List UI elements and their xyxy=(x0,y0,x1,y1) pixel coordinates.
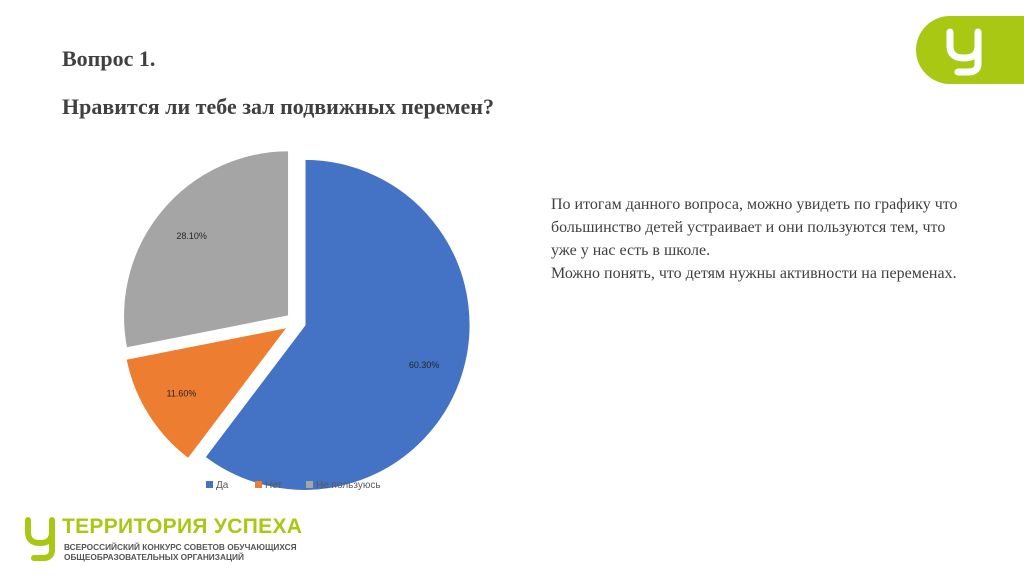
summary-text: По итогам данного вопроса, можно увидеть… xyxy=(551,193,961,285)
question-number: Вопрос 1. xyxy=(62,46,156,71)
legend-swatch-2 xyxy=(255,481,262,488)
footer-logo: ТЕРРИТОРИЯ УСПЕХА ВСЕРОССИЙСКИЙ КОНКУРС … xyxy=(22,515,332,564)
brand-logo-tab xyxy=(916,16,1024,84)
footer-title: ТЕРРИТОРИЯ УСПЕХА xyxy=(62,515,303,538)
data-label-2: 11.60% xyxy=(166,389,196,399)
data-label-3: 28.10% xyxy=(176,231,207,241)
footer-u-logo-icon xyxy=(25,517,55,561)
data-label-1: 60.30% xyxy=(409,360,440,370)
pie-slice-2 xyxy=(124,325,291,461)
legend-swatch-3 xyxy=(306,481,313,488)
summary-paragraph-1: По итогам данного вопроса, можно увидеть… xyxy=(551,196,958,259)
pie-slice-1 xyxy=(203,157,472,492)
legend-label-1: Да xyxy=(216,480,229,491)
legend-label-2: Нет xyxy=(265,480,282,491)
question-title: Нравится ли тебе зал подвижных перемен? xyxy=(62,94,494,119)
footer-subtitle-line-2: ОБЩЕОБРАЗОВАТЕЛЬНЫХ ОРГАНИЗАЦИЙ xyxy=(64,552,244,562)
summary-paragraph-2: Можно понять, что детям нужны активности… xyxy=(551,265,957,282)
legend-swatch-1 xyxy=(206,481,213,488)
legend-label-3: Не пользуюсь xyxy=(316,480,381,491)
footer-subtitle: ВСЕРОССИЙСКИЙ КОНКУРС СОВЕТОВ ОБУЧАЮЩИХС… xyxy=(64,542,297,562)
brand-u-logo-icon xyxy=(946,28,982,76)
pie-slice-3 xyxy=(122,149,291,350)
footer-subtitle-line-1: ВСЕРОССИЙСКИЙ КОНКУРС СОВЕТОВ ОБУЧАЮЩИХС… xyxy=(64,542,297,552)
